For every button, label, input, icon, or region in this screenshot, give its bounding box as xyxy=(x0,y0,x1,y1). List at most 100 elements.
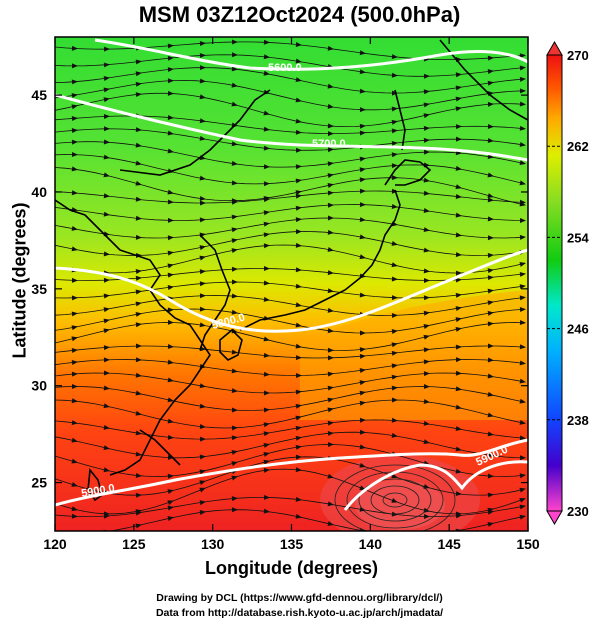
streamline-arrow xyxy=(455,184,462,190)
streamline xyxy=(55,322,526,351)
streamline-arrow xyxy=(455,528,462,531)
streamline-arrow xyxy=(263,70,270,76)
streamline-arrow xyxy=(327,441,334,447)
streamline-arrow xyxy=(327,103,334,109)
streamline-arrow xyxy=(231,199,238,205)
streamline-arrow xyxy=(391,106,398,112)
streamline-arrow xyxy=(391,313,398,319)
streamline-arrow xyxy=(71,311,78,317)
streamline-arrow xyxy=(167,307,174,313)
streamline-arrow xyxy=(455,277,462,283)
x-tick-label: 150 xyxy=(516,536,540,552)
streamline-arrow xyxy=(295,403,302,409)
contour-label-5600: 5600.0 xyxy=(268,62,302,74)
streamline-arrow xyxy=(327,123,334,129)
streamline-arrow xyxy=(295,283,302,289)
streamline-arrow xyxy=(71,139,78,145)
streamline-arrow xyxy=(167,43,174,49)
streamline-arrow xyxy=(263,422,270,428)
streamline xyxy=(55,204,526,221)
streamline-arrow xyxy=(487,101,494,107)
streamline-arrow xyxy=(520,455,526,461)
streamline-arrow xyxy=(135,372,142,378)
streamline-arrow xyxy=(231,160,238,166)
streamline-arrow xyxy=(71,348,78,353)
colorbar-bottom-arrow xyxy=(546,510,563,526)
streamline-arrow xyxy=(199,480,206,486)
streamline-arrow xyxy=(231,425,238,431)
streamline-arrow xyxy=(232,279,238,285)
streamline-arrow xyxy=(71,506,78,512)
streamline-arrow xyxy=(359,368,366,373)
streamline-arrow xyxy=(455,106,462,112)
contour-label-5900-south: 5900.0 xyxy=(80,482,115,500)
streamline-arrow xyxy=(135,215,142,221)
streamline-arrow xyxy=(391,432,398,438)
streamline-arrow xyxy=(231,101,238,107)
x-tick-label: 130 xyxy=(201,536,225,552)
streamline-arrow xyxy=(295,193,302,199)
streamline-arrow xyxy=(71,166,78,172)
streamline-arrow xyxy=(199,245,206,251)
streamline-arrow xyxy=(103,328,110,334)
streamline-arrow xyxy=(359,69,366,75)
streamline-arrow xyxy=(295,217,302,223)
streamline-arrow xyxy=(359,330,366,336)
streamline-arrow xyxy=(263,39,270,45)
streamline-arrow xyxy=(231,227,238,233)
streamline-arrow xyxy=(391,295,398,301)
streamline-arrow xyxy=(199,135,206,141)
streamline-arrow xyxy=(391,417,398,423)
streamline xyxy=(55,54,526,77)
streamline-arrow xyxy=(231,475,238,481)
streamline-arrow xyxy=(391,241,398,246)
streamline-arrow xyxy=(423,310,430,316)
streamline-arrow xyxy=(295,229,302,235)
streamline-arrow xyxy=(487,412,494,418)
streamline-arrow xyxy=(295,77,302,83)
circulation-streamline xyxy=(358,478,432,522)
streamline-arrow xyxy=(71,277,78,283)
streamline-arrow xyxy=(71,513,78,519)
streamline-arrow xyxy=(359,156,366,162)
streamline-arrow xyxy=(231,368,238,374)
streamline-arrow xyxy=(359,107,366,113)
streamline-arrow xyxy=(231,248,238,254)
streamline-arrow xyxy=(391,350,398,356)
streamline-arrow xyxy=(71,190,78,196)
streamline-arrow xyxy=(199,306,206,312)
streamline-arrow xyxy=(231,496,238,502)
streamline-arrow xyxy=(327,288,334,294)
streamline-arrow xyxy=(391,262,398,268)
streamline-arrow xyxy=(295,190,302,195)
streamline-arrow xyxy=(455,426,462,431)
streamline-arrow xyxy=(423,268,430,274)
streamline-arrow xyxy=(135,523,142,529)
contour-5900-south xyxy=(55,438,528,507)
streamline-arrow xyxy=(327,347,334,353)
streamline-arrow xyxy=(263,126,270,132)
y-tick-label: 40 xyxy=(31,184,47,200)
streamline-arrow xyxy=(167,377,174,383)
streamline-arrow xyxy=(295,97,302,103)
streamline-arrow xyxy=(327,430,334,436)
streamline-arrow xyxy=(359,88,366,94)
streamline-arrow xyxy=(103,293,110,299)
streamline-arrow xyxy=(71,371,78,377)
streamline-arrow xyxy=(199,281,206,287)
temperature-field xyxy=(55,37,528,531)
streamline-arrow xyxy=(295,425,302,431)
streamline-arrow xyxy=(71,295,78,301)
streamline-arrow xyxy=(487,275,494,281)
streamline-arrow xyxy=(423,334,430,340)
streamline-arrow xyxy=(327,270,334,276)
streamline-arrow xyxy=(263,232,270,238)
streamline-arrow xyxy=(391,363,398,369)
streamline-arrow xyxy=(391,328,398,334)
streamline-arrow xyxy=(135,71,142,77)
streamline-arrow xyxy=(423,89,430,95)
streamline-arrow xyxy=(487,268,494,274)
streamline-arrow xyxy=(71,336,78,342)
streamline-arrow xyxy=(455,124,462,130)
streamline-arrow xyxy=(103,318,110,324)
